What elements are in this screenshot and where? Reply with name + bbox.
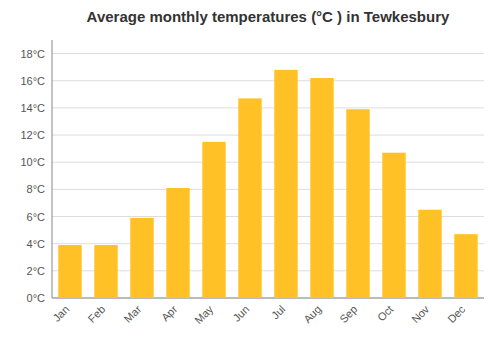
y-tick-label: 4°C (27, 238, 46, 250)
bar (454, 234, 477, 298)
x-axis: Jan Feb Mar Apr May Jun Jul Aug Sep Oct Nov Dec (50, 303, 467, 327)
x-tick-label: Nov (409, 303, 432, 326)
y-tick-label: 0°C (27, 292, 46, 304)
x-tick-label: Apr (159, 303, 180, 324)
grid-line (52, 162, 484, 163)
grid-line (52, 80, 484, 81)
bar (346, 109, 369, 298)
x-tick-label: Mar (122, 303, 144, 325)
grid-line (52, 135, 484, 136)
x-tick-label: Aug (301, 303, 323, 325)
y-tick-label: 10°C (20, 156, 45, 168)
bar (94, 245, 117, 298)
grid-line (52, 107, 484, 108)
y-tick-label: 12°C (20, 129, 45, 141)
x-tick-label: Sep (337, 303, 359, 325)
y-tick-label: 2°C (27, 265, 46, 277)
bar (130, 218, 153, 298)
bar (202, 142, 225, 298)
y-axis-line (52, 40, 53, 298)
bar (382, 153, 405, 298)
grid-line (52, 53, 484, 54)
bars (58, 70, 477, 298)
bar (58, 245, 81, 298)
title: Average monthly temperatures (°C ) in Te… (87, 8, 450, 25)
bar (418, 210, 441, 298)
bar (166, 188, 189, 298)
grid-line (52, 189, 484, 190)
y-tick-label: 8°C (27, 183, 46, 195)
y-tick-label: 14°C (20, 102, 45, 114)
x-tick-label: May (192, 303, 216, 327)
y-tick-label: 16°C (20, 75, 45, 87)
y-axis: 0°C 2°C 4°C 6°C 8°C 10°C 12°C 14°C 16°C 18°C (20, 48, 484, 304)
bar (238, 98, 261, 298)
y-tick-label: 6°C (27, 211, 46, 223)
x-tick-label: Jul (269, 303, 287, 321)
y-tick-label: 18°C (20, 48, 45, 60)
bar (274, 70, 297, 298)
x-tick-label: Feb (86, 303, 108, 325)
chart: Average monthly temperatures (°C ) in Te… (0, 0, 500, 350)
x-tick-label: Oct (375, 303, 396, 324)
x-tick-label: Jun (230, 303, 251, 324)
chart-container: Average monthly temperatures (°C ) in Te… (0, 0, 500, 350)
bar (310, 78, 333, 298)
x-tick-label: Jan (50, 303, 71, 324)
page: {"chart_data": {"type": "bar", "title": … (0, 0, 500, 350)
x-tick-label: Dec (445, 303, 468, 326)
